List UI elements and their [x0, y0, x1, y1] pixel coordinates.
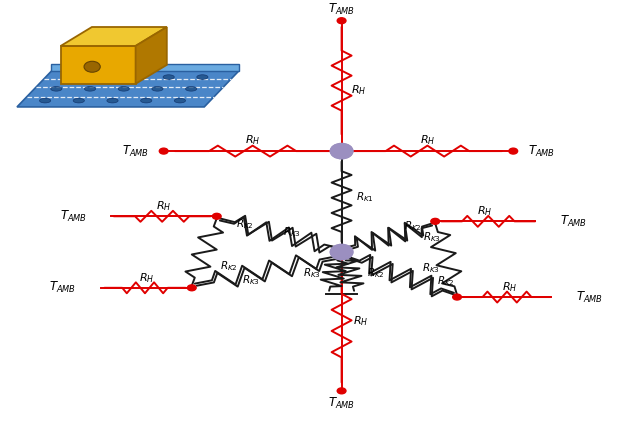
Ellipse shape: [73, 98, 85, 103]
Text: $T_{AMB}$: $T_{AMB}$: [328, 2, 355, 17]
Text: $R_H$: $R_H$: [478, 204, 493, 218]
Text: $R_{K2}$: $R_{K2}$: [437, 274, 455, 288]
Ellipse shape: [118, 86, 129, 91]
Text: $R_{K2}$: $R_{K2}$: [367, 266, 384, 280]
Text: $T_{AMB}$: $T_{AMB}$: [49, 280, 76, 295]
Circle shape: [159, 148, 168, 154]
Text: $R_H$: $R_H$: [352, 315, 368, 328]
Text: $R_H$: $R_H$: [419, 134, 435, 148]
Ellipse shape: [40, 98, 51, 103]
Text: $R_{K2}$: $R_{K2}$: [404, 219, 422, 233]
Circle shape: [330, 143, 353, 159]
Text: $T_{AMB}$: $T_{AMB}$: [528, 143, 555, 159]
Ellipse shape: [62, 75, 73, 79]
Ellipse shape: [129, 75, 140, 79]
Text: $R_{K2}$: $R_{K2}$: [220, 259, 238, 273]
Text: $T_{AMB}$: $T_{AMB}$: [60, 209, 87, 224]
Text: $T_{AMB}$: $T_{AMB}$: [576, 289, 603, 305]
Circle shape: [84, 61, 100, 72]
Ellipse shape: [186, 86, 197, 91]
Circle shape: [337, 388, 346, 394]
Text: $T_{AMB}$: $T_{AMB}$: [328, 396, 355, 411]
Text: $T_{AMB}$: $T_{AMB}$: [122, 143, 149, 159]
Text: $R_{K3}$: $R_{K3}$: [303, 266, 321, 280]
Ellipse shape: [51, 86, 62, 91]
Text: $R_{K2}$: $R_{K2}$: [236, 217, 254, 231]
Ellipse shape: [107, 98, 118, 103]
Polygon shape: [17, 71, 239, 107]
Ellipse shape: [140, 98, 152, 103]
Circle shape: [431, 218, 440, 224]
Circle shape: [330, 143, 353, 159]
Ellipse shape: [197, 75, 208, 79]
Ellipse shape: [163, 75, 174, 79]
Circle shape: [330, 244, 353, 260]
Text: $R_{K1}$: $R_{K1}$: [356, 190, 374, 204]
Circle shape: [330, 244, 353, 260]
Text: $R_H$: $R_H$: [139, 271, 154, 285]
Polygon shape: [61, 27, 167, 46]
Text: $R_H$: $R_H$: [502, 280, 518, 294]
Text: $R_H$: $R_H$: [351, 83, 367, 97]
Circle shape: [337, 18, 346, 24]
Ellipse shape: [152, 86, 163, 91]
Ellipse shape: [96, 75, 107, 79]
Text: $R_H$: $R_H$: [245, 134, 260, 148]
Ellipse shape: [85, 86, 96, 91]
Ellipse shape: [174, 98, 186, 103]
Text: $R_{K3}$: $R_{K3}$: [242, 273, 260, 287]
Circle shape: [187, 285, 196, 291]
Circle shape: [509, 148, 518, 154]
Text: $R_{K3}$: $R_{K3}$: [421, 262, 440, 275]
Polygon shape: [51, 64, 239, 71]
Text: $R_{K3}$: $R_{K3}$: [423, 230, 441, 244]
Text: $R_{K3}$: $R_{K3}$: [283, 225, 301, 239]
Text: $R_H$: $R_H$: [156, 199, 171, 213]
Polygon shape: [61, 46, 135, 84]
Circle shape: [453, 294, 461, 300]
Circle shape: [213, 213, 221, 219]
Text: $T_{AMB}$: $T_{AMB}$: [561, 214, 587, 229]
Polygon shape: [135, 27, 167, 84]
